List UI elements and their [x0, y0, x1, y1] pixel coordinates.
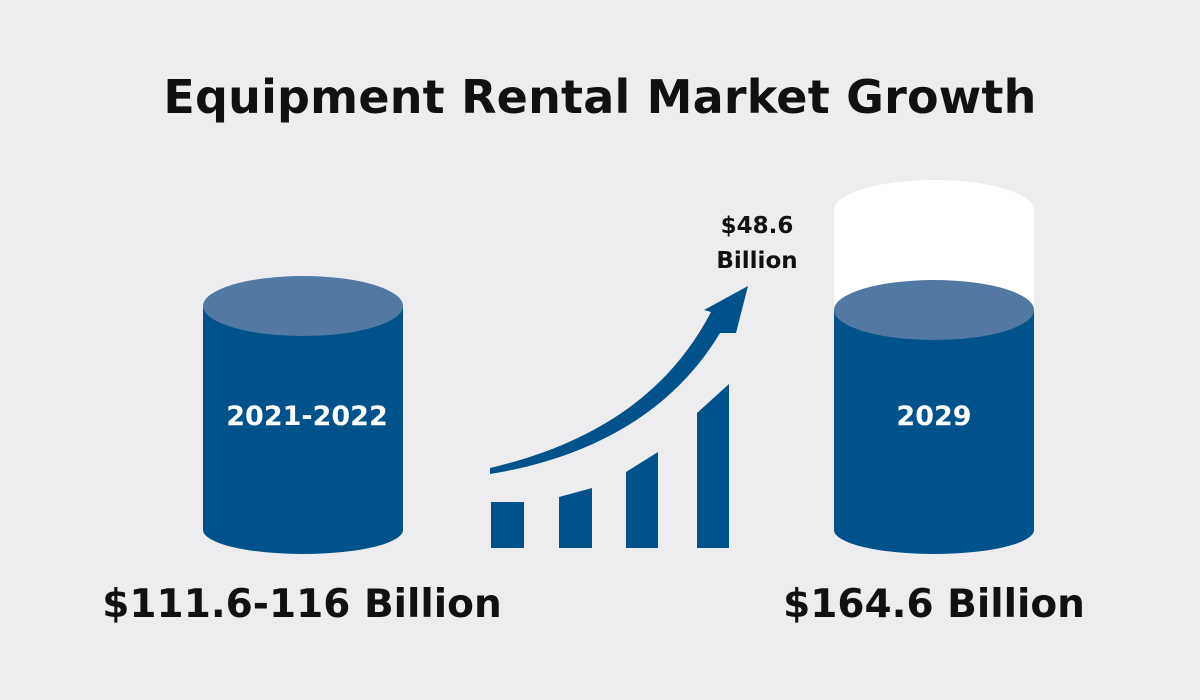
growth-arrow [490, 286, 748, 474]
right-cylinder: 2029 [834, 180, 1034, 554]
page-title: Equipment Rental Market Growth [163, 70, 1037, 124]
growth-bar-4 [697, 384, 729, 548]
right-cylinder-capacity-top [834, 180, 1034, 240]
right-cylinder-body [834, 310, 1034, 554]
rising-arrow-bar-chart-icon [490, 286, 748, 548]
right-cylinder-top [834, 280, 1034, 340]
growth-bar-1 [491, 502, 524, 548]
growth-bar-2 [559, 488, 592, 548]
growth-amount-line-1: $48.6 [721, 213, 794, 239]
left-cylinder-label: 2021-2022 [226, 401, 388, 432]
left-cylinder-top [203, 276, 403, 336]
growth-amount-line-2: Billion [716, 248, 797, 274]
left-cylinder-body [203, 306, 403, 554]
growth-bar-3 [626, 452, 658, 548]
left-value: $111.6-116 Billion [102, 582, 502, 627]
left-cylinder: 2021-2022 [203, 276, 403, 554]
right-cylinder-label: 2029 [896, 401, 971, 432]
right-value: $164.6 Billion [783, 582, 1085, 627]
